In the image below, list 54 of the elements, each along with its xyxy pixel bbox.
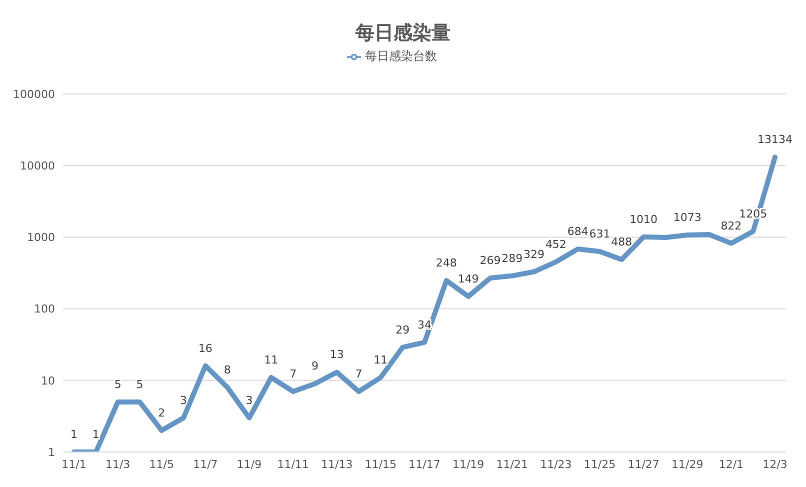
data-label: 7 (290, 367, 297, 380)
x-tick-label: 11/7 (193, 458, 218, 471)
x-tick-label: 11/17 (408, 458, 440, 471)
data-label: 822 (720, 219, 742, 232)
x-tick-label: 11/13 (321, 458, 353, 471)
data-label: 3 (180, 394, 188, 407)
x-tick-label: 12/3 (762, 458, 788, 471)
y-tick-label: 100000 (13, 88, 55, 101)
data-label: 7 (355, 367, 362, 380)
y-tick-label: 1 (48, 446, 55, 459)
data-label: 13 (330, 348, 344, 362)
data-label: 13134 (758, 133, 792, 146)
data-label: 269 (480, 254, 501, 268)
x-tick-label: 11/23 (540, 458, 572, 471)
x-tick-label: 11/3 (105, 458, 130, 471)
y-tick-label: 10 (41, 374, 55, 388)
legend-label: 每日感染台数 (365, 49, 437, 63)
data-label: 248 (436, 256, 457, 270)
x-tick-label: 12/1 (718, 458, 744, 471)
data-label: 8 (224, 363, 231, 376)
data-label: 329 (524, 248, 545, 261)
data-label: 452 (545, 238, 566, 251)
data-label: 29 (396, 323, 410, 336)
data-label: 631 (589, 228, 610, 241)
chart-title: 每日感染量 (354, 21, 452, 46)
x-tick-label: 11/21 (496, 458, 528, 471)
x-tick-label: 11/5 (149, 458, 174, 471)
y-tick-label: 10000 (20, 160, 55, 173)
data-label: 11 (374, 353, 388, 366)
y-tick-label: 100 (34, 302, 55, 316)
x-tick-label: 11/19 (452, 458, 484, 471)
x-tick-label: 11/11 (277, 458, 309, 471)
x-tick-label: 11/25 (584, 458, 616, 471)
x-tick-label: 11/9 (236, 458, 262, 471)
data-label: 16 (198, 342, 212, 355)
data-label: 1073 (673, 211, 702, 224)
data-label: 2 (158, 406, 166, 420)
data-label: 1 (92, 428, 100, 441)
data-label: 1 (70, 428, 78, 441)
y-tick-label: 1000 (27, 231, 55, 244)
x-tick-label: 11/15 (364, 458, 397, 471)
data-label: 3 (246, 394, 253, 407)
data-label: 684 (567, 225, 588, 238)
data-label: 9 (311, 360, 318, 373)
data-label: 5 (136, 378, 144, 391)
x-tick-label: 11/27 (628, 458, 660, 471)
data-label: 5 (114, 378, 122, 391)
data-label: 11 (264, 353, 278, 366)
data-label: 488 (611, 236, 632, 249)
data-label: 1010 (630, 212, 658, 226)
x-tick-label: 11/1 (62, 458, 86, 471)
x-tick-label: 11/29 (672, 458, 704, 471)
data-label: 149 (458, 272, 479, 286)
data-label: 289 (502, 252, 523, 265)
